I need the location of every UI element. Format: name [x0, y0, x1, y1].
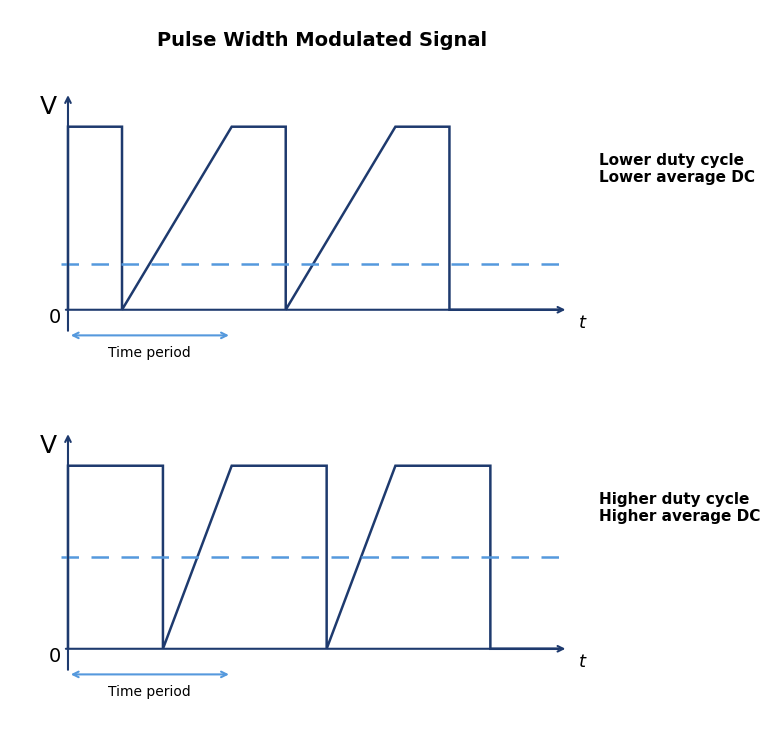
- Text: Time period: Time period: [108, 346, 191, 360]
- Text: 0: 0: [48, 646, 61, 666]
- Text: 0: 0: [48, 307, 61, 326]
- Title: Pulse Width Modulated Signal: Pulse Width Modulated Signal: [157, 31, 488, 50]
- Text: Time period: Time period: [108, 685, 191, 699]
- Text: V: V: [40, 95, 57, 119]
- Text: Lower duty cycle
Lower average DC: Lower duty cycle Lower average DC: [599, 153, 756, 185]
- Text: V: V: [40, 434, 57, 458]
- Text: Higher duty cycle
Higher average DC: Higher duty cycle Higher average DC: [599, 492, 761, 524]
- Text: t: t: [578, 652, 585, 671]
- Text: t: t: [578, 313, 585, 332]
